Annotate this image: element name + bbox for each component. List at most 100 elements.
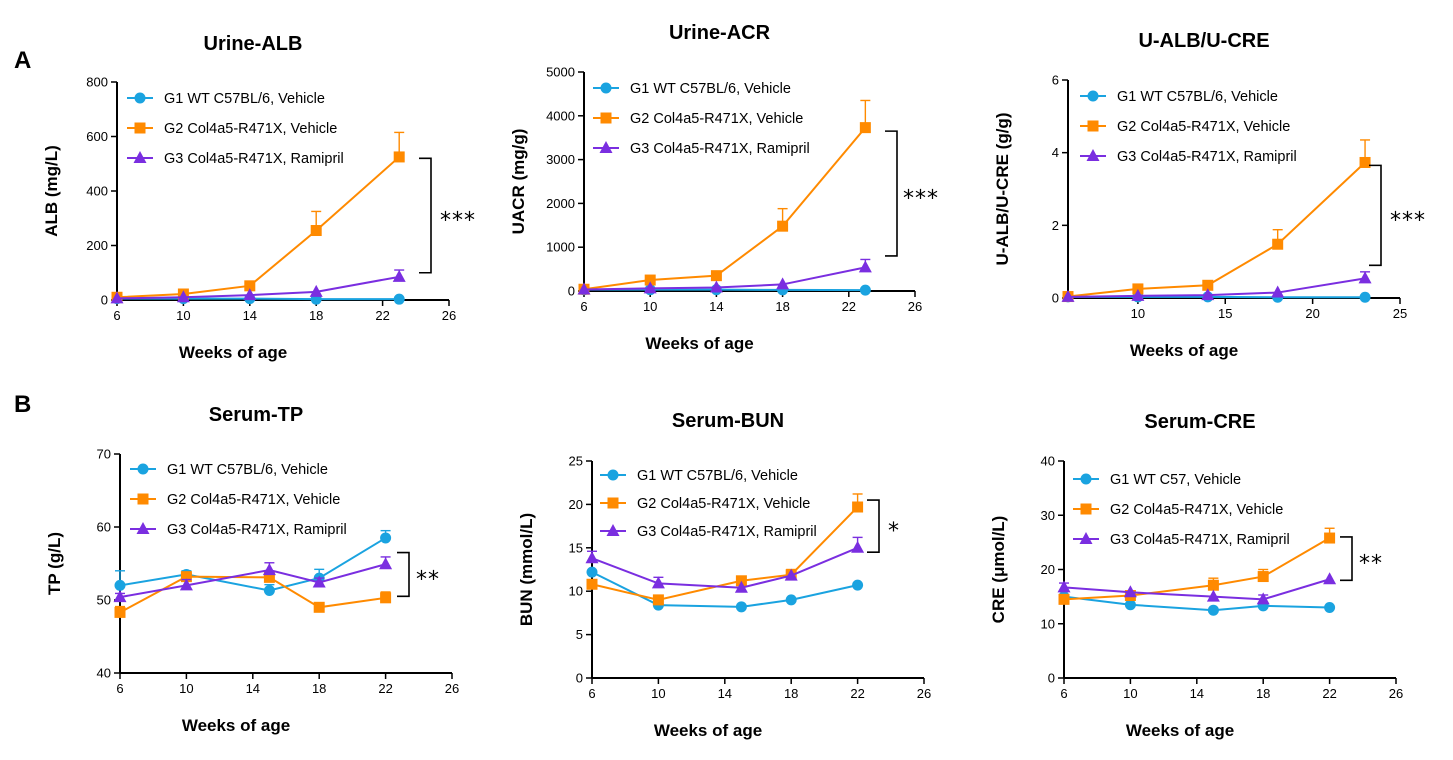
data-point <box>1323 572 1337 585</box>
y-tick-label: 25 <box>569 454 583 469</box>
chart-2: Urine-ACR 0 1000 2000 3000 4000 5000 6 10 14 18 22 2… <box>509 22 938 353</box>
x-tick-label: 18 <box>309 308 323 323</box>
y-tick-label: 10 <box>569 584 583 599</box>
y-tick-label: 20 <box>1041 562 1055 577</box>
y-tick-label: 0 <box>568 284 575 299</box>
data-point <box>785 594 797 606</box>
y-tick-label: 5000 <box>546 65 575 80</box>
legend-marker <box>600 112 612 124</box>
series-line <box>119 537 387 592</box>
x-axis-title: Weeks of age <box>179 343 287 362</box>
y-axis-title: U-ALB/U-CRE (g/g) <box>993 113 1012 266</box>
y-tick-label: 0 <box>101 293 108 308</box>
legend-item: G2 Col4a5-R471X, Vehicle <box>600 496 810 512</box>
y-tick-label: 60 <box>97 520 111 535</box>
x-axis-title: Weeks of age <box>182 716 290 735</box>
data-point <box>310 225 322 237</box>
data-point <box>784 568 798 581</box>
y-tick-label: 800 <box>86 75 108 90</box>
significance-label: *** <box>1390 208 1426 233</box>
x-tick-label: 26 <box>445 681 459 696</box>
significance-bracket <box>867 499 880 553</box>
legend-marker <box>607 497 619 509</box>
x-tick-label: 26 <box>442 308 456 323</box>
data-point <box>180 571 192 583</box>
data-point <box>1358 271 1372 284</box>
x-tick-label: 6 <box>116 681 123 696</box>
series-line <box>119 563 386 599</box>
legend-marker <box>607 469 619 481</box>
significance-bracket <box>885 130 898 257</box>
x-tick-label: 26 <box>908 299 922 314</box>
x-tick-label: 22 <box>378 681 392 696</box>
x-tick-label: 26 <box>917 686 931 701</box>
data-point <box>262 563 276 576</box>
x-tick-label: 14 <box>718 686 732 701</box>
x-tick-label: 6 <box>1060 686 1067 701</box>
chart-title: Serum-TP <box>209 404 303 426</box>
data-point <box>1256 592 1270 605</box>
data-point <box>1058 593 1070 605</box>
significance-label: ** <box>416 567 440 592</box>
y-tick-label: 2 <box>1052 218 1059 233</box>
data-point <box>735 601 747 613</box>
series-line <box>591 571 858 608</box>
data-point <box>652 594 664 606</box>
legend-label: G1 WT C57BL/6, Vehicle <box>637 468 798 484</box>
data-point <box>176 290 190 303</box>
data-point <box>858 260 872 273</box>
data-point <box>852 579 864 591</box>
legend-label: G3 Col4a5-R471X, Ramipril <box>1110 532 1290 548</box>
legend-item: G2 Col4a5-R471X, Vehicle <box>130 492 340 508</box>
legend-marker <box>137 463 149 475</box>
data-point <box>1206 589 1220 602</box>
data-point <box>1202 279 1214 291</box>
significance-bracket <box>1340 536 1353 582</box>
data-point <box>577 282 591 295</box>
y-tick-label: 20 <box>569 497 583 512</box>
legend-label: G2 Col4a5-R471X, Vehicle <box>1117 119 1290 135</box>
legend-label: G3 Col4a5-R471X, Ramipril <box>1117 149 1297 165</box>
data-point <box>1131 288 1145 301</box>
x-tick-label: 6 <box>580 299 587 314</box>
chart-title: Serum-BUN <box>672 410 784 432</box>
data-point <box>586 578 598 590</box>
legend-item: G1 WT C57BL/6, Vehicle <box>593 81 791 97</box>
series-2 <box>578 99 871 295</box>
legend-item: G1 WT C57, Vehicle <box>1073 472 1241 488</box>
chart-3: U-ALB/U-CRE 0 2 4 6 10 15 20 25 Weeks of age U-ALB… <box>993 30 1426 360</box>
data-point <box>243 288 257 301</box>
data-point <box>1359 291 1371 303</box>
x-tick-label: 14 <box>243 308 257 323</box>
legend-item: G3 Col4a5-R471X, Ramipril <box>130 522 347 538</box>
y-tick-label: 400 <box>86 184 108 199</box>
y-tick-label: 30 <box>1041 508 1055 523</box>
data-point <box>1359 156 1371 168</box>
x-tick-label: 25 <box>1393 306 1407 321</box>
y-tick-label: 15 <box>569 540 583 555</box>
data-point <box>859 284 871 296</box>
data-point <box>312 575 326 588</box>
data-point <box>114 579 126 591</box>
data-point <box>734 580 748 593</box>
y-axis-title: UACR (mg/g) <box>509 129 528 235</box>
data-point <box>380 532 392 544</box>
series-line <box>117 297 400 301</box>
chart-6: Serum-CRE 0 10 20 30 40 6 10 14 18 22 26 Weeks of ag… <box>989 411 1403 740</box>
legend-marker <box>133 151 147 163</box>
y-tick-label: 1000 <box>546 240 575 255</box>
legend-label: G3 Col4a5-R471X, Ramipril <box>637 524 817 540</box>
x-tick-label: 10 <box>179 681 193 696</box>
data-point <box>263 585 275 597</box>
data-point <box>1207 604 1219 616</box>
chart-title: Urine-ACR <box>669 22 771 44</box>
significance-label: *** <box>440 209 476 234</box>
legend-label: G1 WT C57BL/6, Vehicle <box>167 462 328 478</box>
y-tick-label: 50 <box>97 593 111 608</box>
series-3 <box>110 269 406 304</box>
legend-item: G3 Col4a5-R471X, Ramipril <box>593 141 810 157</box>
series-line <box>1067 161 1366 298</box>
y-axis-title: CRE (μmol/L) <box>989 516 1008 624</box>
data-point <box>1324 601 1336 613</box>
legend-label: G1 WT C57BL/6, Vehicle <box>164 91 325 107</box>
